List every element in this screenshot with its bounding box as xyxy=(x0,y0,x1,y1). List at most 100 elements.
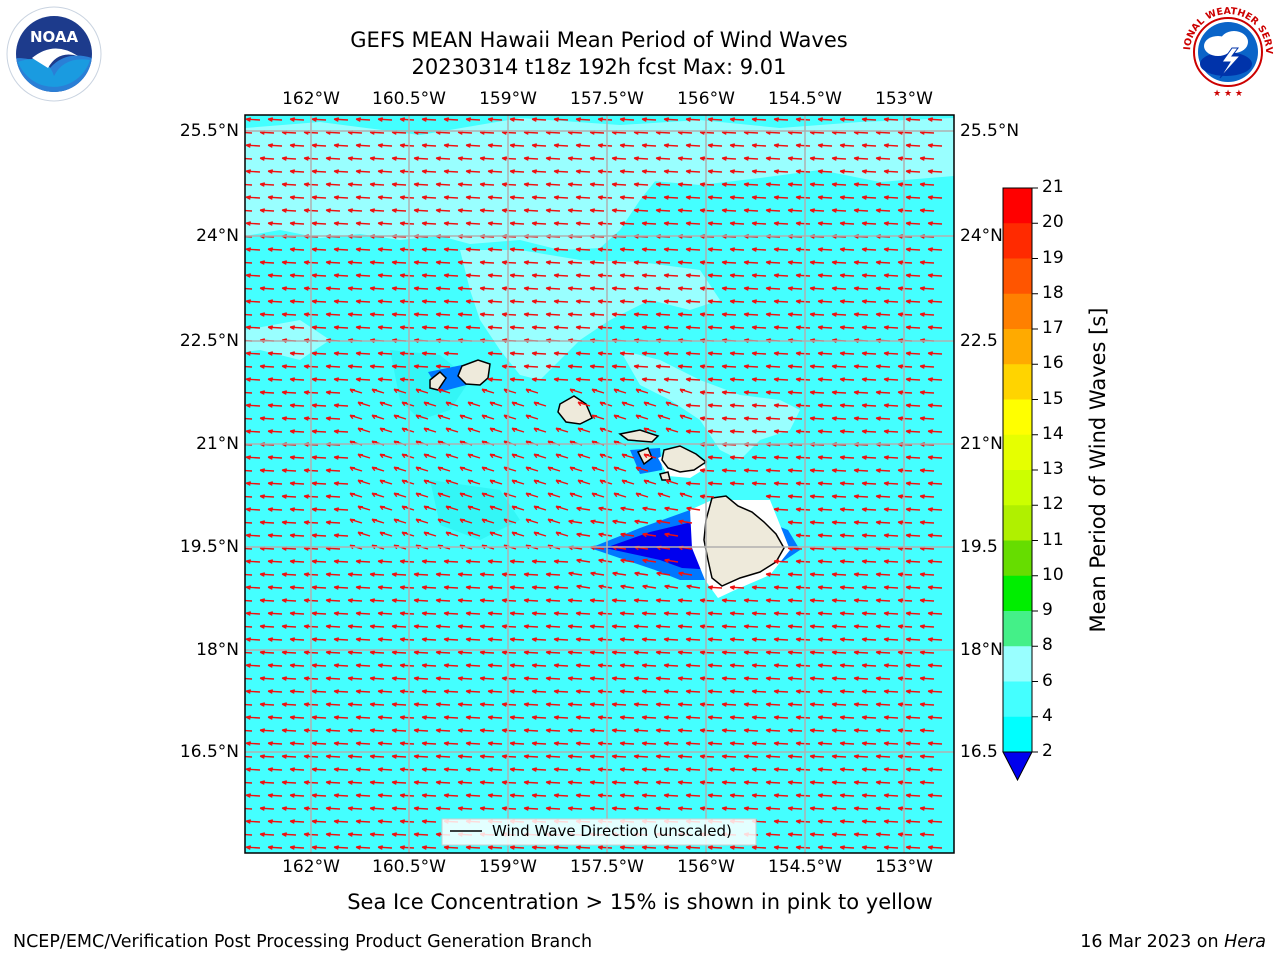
wave-direction-arrow xyxy=(259,520,275,525)
wave-direction-arrow xyxy=(457,286,473,291)
wave-direction-arrow xyxy=(545,572,561,577)
wave-direction-arrow xyxy=(413,806,429,811)
wave-direction-arrow xyxy=(509,663,525,668)
wave-direction-arrow xyxy=(347,650,363,655)
wave-direction-arrow xyxy=(289,663,305,668)
wave-direction-arrow xyxy=(259,780,275,785)
wave-direction-arrow xyxy=(839,195,855,200)
colorbar-band xyxy=(1003,540,1032,577)
wave-direction-arrow xyxy=(457,182,473,187)
wave-direction-arrow xyxy=(347,754,363,759)
wave-direction-arrow xyxy=(905,481,921,486)
wave-direction-arrow xyxy=(599,427,613,433)
wave-direction-arrow xyxy=(281,208,297,213)
wave-direction-arrow xyxy=(347,208,363,213)
wave-direction-arrow xyxy=(569,466,583,472)
wave-direction-arrow xyxy=(655,208,671,213)
wave-direction-arrow xyxy=(443,195,459,200)
wave-direction-arrow xyxy=(743,468,759,473)
wave-direction-arrow xyxy=(523,650,539,655)
wave-direction-arrow xyxy=(707,143,723,148)
wave-direction-arrow xyxy=(861,247,877,252)
wave-direction-arrow xyxy=(245,715,261,720)
wave-direction-arrow xyxy=(479,572,495,577)
wave-direction-arrow xyxy=(663,637,679,642)
wave-direction-arrow xyxy=(721,702,737,707)
wave-direction-arrow xyxy=(677,624,693,629)
wave-direction-arrow xyxy=(371,492,385,498)
wave-direction-arrow xyxy=(875,598,891,603)
wave-direction-arrow xyxy=(613,492,627,498)
wave-direction-arrow xyxy=(927,403,943,408)
wave-direction-arrow xyxy=(613,466,627,472)
wave-direction-arrow xyxy=(589,260,605,265)
wave-direction-arrow xyxy=(509,559,525,564)
wave-direction-arrow xyxy=(919,832,935,837)
wave-direction-arrow xyxy=(325,208,341,213)
wave-direction-arrow xyxy=(611,598,627,603)
wave-direction-arrow xyxy=(919,182,935,187)
wave-direction-arrow xyxy=(333,611,349,616)
wave-direction-arrow xyxy=(245,325,261,330)
wave-direction-arrow xyxy=(481,466,495,472)
wave-direction-arrow xyxy=(457,650,473,655)
wave-direction-arrow xyxy=(415,492,429,498)
wave-direction-arrow xyxy=(281,676,297,681)
wave-direction-arrow xyxy=(379,427,393,433)
wave-direction-arrow xyxy=(729,663,745,668)
wave-direction-arrow xyxy=(707,377,723,382)
wave-direction-arrow xyxy=(245,533,261,538)
wave-direction-arrow xyxy=(765,780,781,785)
wave-direction-arrow xyxy=(919,390,935,395)
wave-direction-arrow xyxy=(597,767,613,772)
wave-direction-arrow xyxy=(883,793,899,798)
wave-direction-arrow xyxy=(707,247,723,252)
wave-direction-arrow xyxy=(883,195,899,200)
wave-direction-arrow xyxy=(245,819,261,824)
wave-direction-arrow xyxy=(281,390,297,395)
wave-direction-arrow xyxy=(905,793,921,798)
lat-tick-left: 18°N xyxy=(196,640,239,660)
wave-direction-arrow xyxy=(787,416,803,421)
wave-direction-arrow xyxy=(525,518,539,524)
wave-direction-arrow xyxy=(589,364,605,369)
wave-direction-arrow xyxy=(357,427,371,433)
wave-direction-arrow xyxy=(707,845,723,850)
wave-direction-arrow xyxy=(751,195,767,200)
wave-direction-arrow xyxy=(795,169,811,174)
wave-direction-arrow xyxy=(349,388,363,394)
wave-direction-arrow xyxy=(487,325,503,330)
wave-direction-arrow xyxy=(333,663,349,668)
wave-direction-arrow xyxy=(765,182,781,187)
wave-direction-arrow xyxy=(575,169,591,174)
wave-direction-arrow xyxy=(685,351,701,356)
wave-direction-arrow xyxy=(245,247,261,252)
wave-direction-arrow xyxy=(831,806,847,811)
wave-direction-arrow xyxy=(641,793,657,798)
wave-direction-arrow xyxy=(883,403,899,408)
wave-direction-arrow xyxy=(729,455,745,460)
wave-direction-arrow xyxy=(377,377,393,382)
wave-direction-arrow xyxy=(729,689,745,694)
wave-direction-arrow xyxy=(861,403,877,408)
wave-direction-arrow xyxy=(509,273,525,278)
wave-direction-arrow xyxy=(685,299,701,304)
wave-direction-arrow xyxy=(487,741,503,746)
wave-direction-arrow xyxy=(369,156,385,161)
wave-direction-arrow xyxy=(347,624,363,629)
wave-direction-arrow xyxy=(333,377,349,382)
wave-direction-arrow xyxy=(413,832,429,837)
wave-direction-arrow xyxy=(619,325,635,330)
wave-direction-arrow xyxy=(765,832,781,837)
wave-direction-arrow xyxy=(311,611,327,616)
wave-direction-arrow xyxy=(663,195,679,200)
wave-direction-arrow xyxy=(897,624,913,629)
wave-direction-arrow xyxy=(685,481,701,486)
wave-direction-arrow xyxy=(875,780,891,785)
wave-direction-arrow xyxy=(289,377,305,382)
colorbar-band xyxy=(1003,223,1032,259)
wave-direction-arrow xyxy=(751,481,767,486)
wave-direction-arrow xyxy=(633,156,649,161)
wave-direction-arrow xyxy=(751,715,767,720)
wave-direction-arrow xyxy=(355,247,371,252)
